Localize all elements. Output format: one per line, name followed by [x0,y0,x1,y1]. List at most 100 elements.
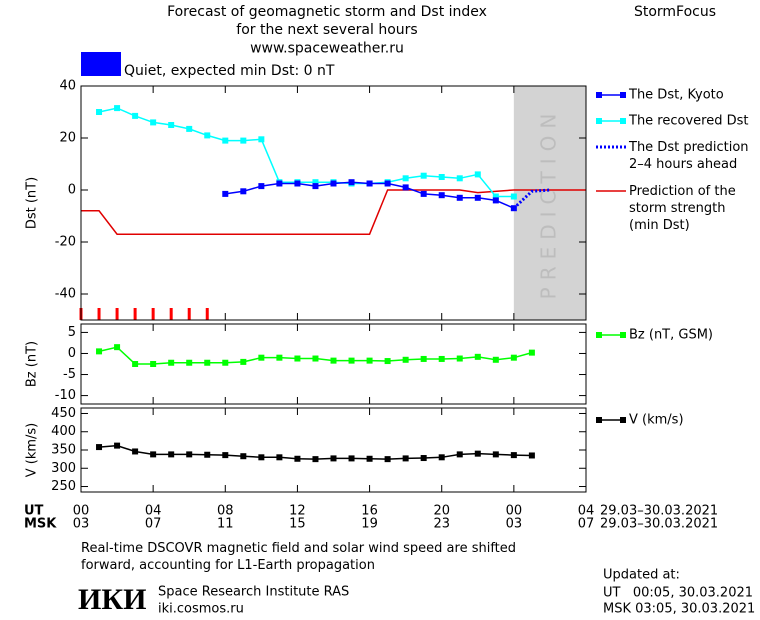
legend-label: Prediction of the storm strength (min Dst) [629,184,736,233]
data-point [240,188,247,195]
data-point [438,454,445,461]
data-point [186,451,193,458]
y-tick-label: 20 [59,131,76,146]
data-point [384,358,391,365]
data-point [294,455,301,462]
data-point [348,179,355,186]
legend-marker [620,332,626,338]
data-point [186,359,193,366]
brand: StormFocus [634,4,716,20]
x-axis-label: UT [24,504,44,519]
data-point [330,455,337,462]
prediction-band [513,86,586,320]
data-point [492,356,499,363]
data-point [276,354,283,361]
data-point [348,455,355,462]
data-point [330,357,337,364]
msk-tick-label: 23 [433,517,450,532]
series-line [81,189,586,235]
data-point [420,355,427,362]
data-point [402,184,409,191]
plot-frame [80,323,587,405]
data-point [438,192,445,199]
y-tick-label: 5 [68,325,76,340]
legend-label: Bz (nT, GSM) [629,328,713,343]
msk-axis-label: MSK [24,517,57,532]
data-point [258,136,265,143]
data-point [456,451,463,458]
plot-frame [80,407,587,493]
data-point [186,125,193,132]
plot-area [81,408,586,492]
prediction-label: PREDICTION [536,107,560,300]
institute: Space Research Institute RAS [158,585,349,600]
x-tick-label: 12 [289,504,306,519]
data-point [510,452,517,459]
data-point [402,356,409,363]
data-point [312,179,319,186]
updated-msk: MSK 03:05, 30.03.2021 [603,602,755,617]
legend-marker [596,92,602,98]
y-tick-label: -40 [55,287,76,302]
data-point [474,171,481,178]
data-point [528,349,535,356]
data-point [258,454,265,461]
data-point [294,355,301,362]
y-tick-label: -20 [55,235,76,250]
data-point [222,452,229,459]
data-point [420,455,427,462]
status-swatch [81,52,121,76]
y-tick-label: -5 [63,367,76,382]
data-point [222,137,229,144]
legend-marker [620,118,626,124]
data-point [114,344,121,351]
msk-tick-label: 07 [578,517,595,532]
data-point [132,112,139,119]
y-tick-label: 450 [51,406,76,421]
data-point [528,452,535,459]
data-point [222,190,229,197]
data-point [456,355,463,362]
logo: ИКИ [78,583,146,616]
y-tick-label: 250 [51,479,76,494]
date-range: 29.03–30.03.2021 [600,517,718,532]
legend-marker [596,118,602,124]
plot-frame [80,85,587,321]
data-point [114,105,121,112]
page-title: Forecast of geomagnetic storm and Dst in… [167,4,487,56]
data-point [222,359,229,366]
data-point [384,456,391,463]
series-line [512,188,551,210]
data-point [492,451,499,458]
data-point [168,451,175,458]
data-point [348,357,355,364]
updated-ut: UT 00:05, 30.03.2021 [603,586,753,601]
msk-tick-label: 11 [217,517,234,532]
y-axis-title: V (km/s) [25,423,40,478]
data-point [168,359,175,366]
y-tick-label: 40 [59,79,76,94]
data-point [96,348,103,355]
data-point [366,180,373,187]
data-point [366,455,373,462]
legend-marker [620,92,626,98]
data-point [204,451,211,458]
data-point [150,119,157,126]
data-point [312,456,319,463]
legend-marker [596,417,602,423]
data-point [114,442,121,449]
data-point [474,353,481,360]
legend-label: V (km/s) [629,413,684,428]
msk-tick-label: 07 [145,517,162,532]
data-point [474,194,481,201]
data-point [276,180,283,187]
plot-area [81,324,586,404]
legend-marker [620,417,626,423]
legend-marker [596,332,602,338]
data-point [240,453,247,460]
data-point [366,357,373,364]
data-point [276,454,283,461]
data-point [492,197,499,204]
x-tick-label: 08 [217,504,234,519]
